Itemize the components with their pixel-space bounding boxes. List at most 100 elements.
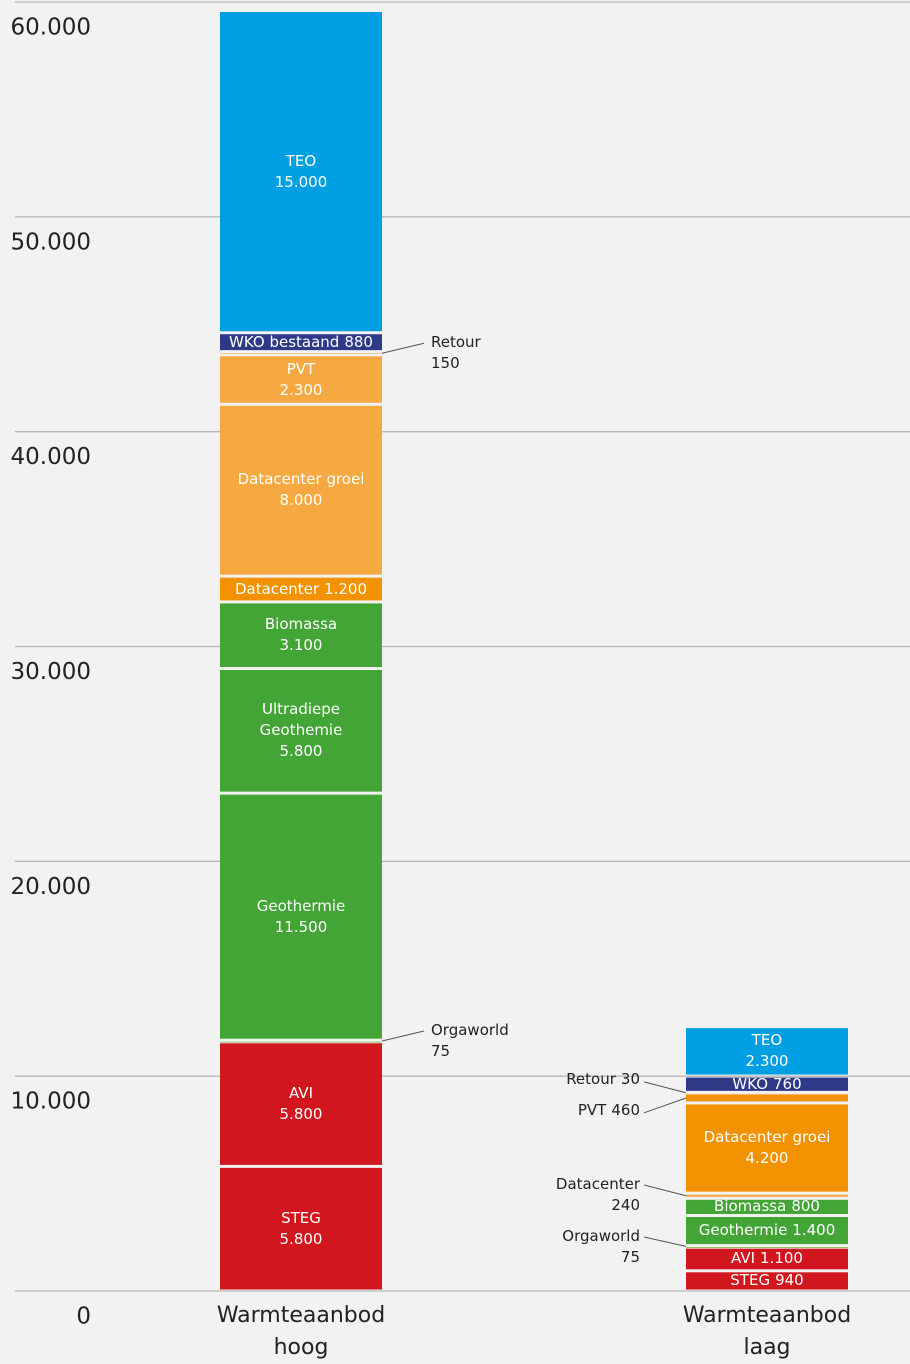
bar-segment <box>686 1093 848 1095</box>
callout-value: 30 <box>620 1070 640 1089</box>
bar-segment <box>220 794 382 1039</box>
segment-label: TEO 15.000 <box>220 10 382 332</box>
bar-segment <box>686 1077 848 1091</box>
bar-segment <box>220 11 382 332</box>
leader-line <box>381 1030 425 1042</box>
callout-label: Orgaworld 75 <box>562 1226 640 1268</box>
leader-line <box>643 1184 687 1197</box>
y-tick-label: 60.000 <box>11 15 91 41</box>
segment-label: Datacenter groei 8.000 <box>220 404 382 576</box>
segment-value: 5.800 <box>279 1229 323 1248</box>
callout-value: 240 <box>611 1196 640 1215</box>
y-tick-label: 40.000 <box>11 444 91 470</box>
segment-name: Datacenter groei <box>703 1128 831 1147</box>
segment-value: 4.200 <box>745 1149 789 1168</box>
bar-segment <box>686 1216 848 1245</box>
callout-label: Orgaworld 75 <box>431 1020 509 1062</box>
bar-segment <box>686 1028 848 1075</box>
segment-name: PVT <box>286 359 316 378</box>
segment-name: TEO <box>285 151 317 170</box>
segment-value: 3.100 <box>279 636 323 655</box>
segment-label: Biomassa 800 <box>686 1197 848 1216</box>
segment-value: 5.800 <box>279 1105 323 1124</box>
bar-segment <box>220 1041 382 1043</box>
segment-name: AVI <box>289 1084 313 1103</box>
segment-label: TEO 2.300 <box>686 1027 848 1076</box>
segment-label: WKO 760 <box>686 1074 848 1093</box>
bar-segment <box>220 1167 382 1290</box>
bar-segment <box>686 1199 848 1214</box>
segment-value: 15.000 <box>274 172 328 191</box>
callout-value: 460 <box>611 1101 640 1120</box>
segment-label: AVI 5.800 <box>220 1042 382 1167</box>
callout-label: PVT 460 <box>578 1100 640 1121</box>
segment-label: Ultradiepe Geothemie 5.800 <box>220 669 382 794</box>
segment-value: 5.800 <box>279 742 323 761</box>
callout-label: Retour 150 <box>431 332 481 374</box>
segment-name: AVI <box>731 1249 756 1268</box>
segment-value: 8.000 <box>279 491 323 510</box>
bar-segment <box>220 334 382 351</box>
segment-value: 800 <box>791 1197 820 1216</box>
segment-label: Geothermie 11.500 <box>220 793 382 1040</box>
segment-name: WKO bestaand <box>229 332 340 351</box>
bar-segment <box>686 1272 848 1290</box>
bar-segment <box>220 670 382 792</box>
bar-segment <box>686 1248 848 1270</box>
bar-segment <box>220 577 382 601</box>
segment-label: Biomassa 3.100 <box>220 602 382 669</box>
segment-name: Geothermie <box>698 1221 788 1240</box>
segment-label: Geothermie 1.400 <box>686 1215 848 1245</box>
segment-label: PVT 2.300 <box>220 355 382 404</box>
segment-label: Datacenter 1.200 <box>220 576 382 602</box>
y-tick-label: 0 <box>76 1304 91 1330</box>
segment-label: Datacenter groei 4.200 <box>686 1103 848 1193</box>
segment-name: Datacenter <box>234 579 320 598</box>
callout-name: PVT <box>577 1101 607 1120</box>
y-tick-label: 20.000 <box>11 874 91 900</box>
segment-name: WKO <box>732 1074 768 1093</box>
segment-value: 11.500 <box>274 917 328 936</box>
callout-value: 75 <box>620 1248 640 1267</box>
callout-value: 150 <box>431 354 460 373</box>
bar-segment <box>686 1247 848 1248</box>
segment-label: WKO bestaand 880 <box>220 333 382 352</box>
y-tick-label: 30.000 <box>11 659 91 685</box>
segment-name: Ultradiepe Geothemie <box>259 700 343 740</box>
x-tick-label: Warmteaanbod laag <box>682 1303 852 1360</box>
callout-name: Retour <box>431 333 481 352</box>
bar-segment <box>686 1094 848 1102</box>
segment-name: STEG <box>281 1208 321 1227</box>
segment-name: Biomassa <box>264 615 338 634</box>
segment-name: STEG <box>730 1271 771 1290</box>
segment-label: STEG 5.800 <box>220 1166 382 1291</box>
segment-name: Biomassa <box>714 1197 787 1216</box>
bar-segment <box>220 405 382 575</box>
bar-segment <box>220 1043 382 1165</box>
callout-name: Datacenter <box>555 1175 640 1194</box>
segment-value: 880 <box>344 332 373 351</box>
bar-segment <box>220 356 382 403</box>
callout-value: 75 <box>431 1041 451 1060</box>
segment-value: 2.300 <box>745 1052 789 1071</box>
segment-value: 1.100 <box>760 1249 803 1268</box>
segment-value: 2.300 <box>279 380 323 399</box>
segment-name: TEO <box>751 1031 783 1050</box>
segment-value: 1.200 <box>324 579 368 598</box>
bar-segment <box>220 353 382 354</box>
y-tick-label: 50.000 <box>11 229 91 255</box>
segment-value: 1.400 <box>792 1221 836 1240</box>
callout-name: Orgaworld <box>431 1020 509 1039</box>
leader-line <box>643 1081 687 1094</box>
segment-name: Datacenter groei <box>237 470 365 489</box>
segment-value: 940 <box>775 1271 804 1290</box>
leader-line <box>381 342 425 354</box>
bar-segment <box>686 1104 848 1192</box>
y-tick-label: 10.000 <box>11 1089 91 1115</box>
segment-label: STEG 940 <box>686 1271 848 1291</box>
bar-segment <box>686 1194 848 1197</box>
leader-line <box>643 1236 687 1247</box>
callout-name: Retour <box>566 1070 616 1089</box>
